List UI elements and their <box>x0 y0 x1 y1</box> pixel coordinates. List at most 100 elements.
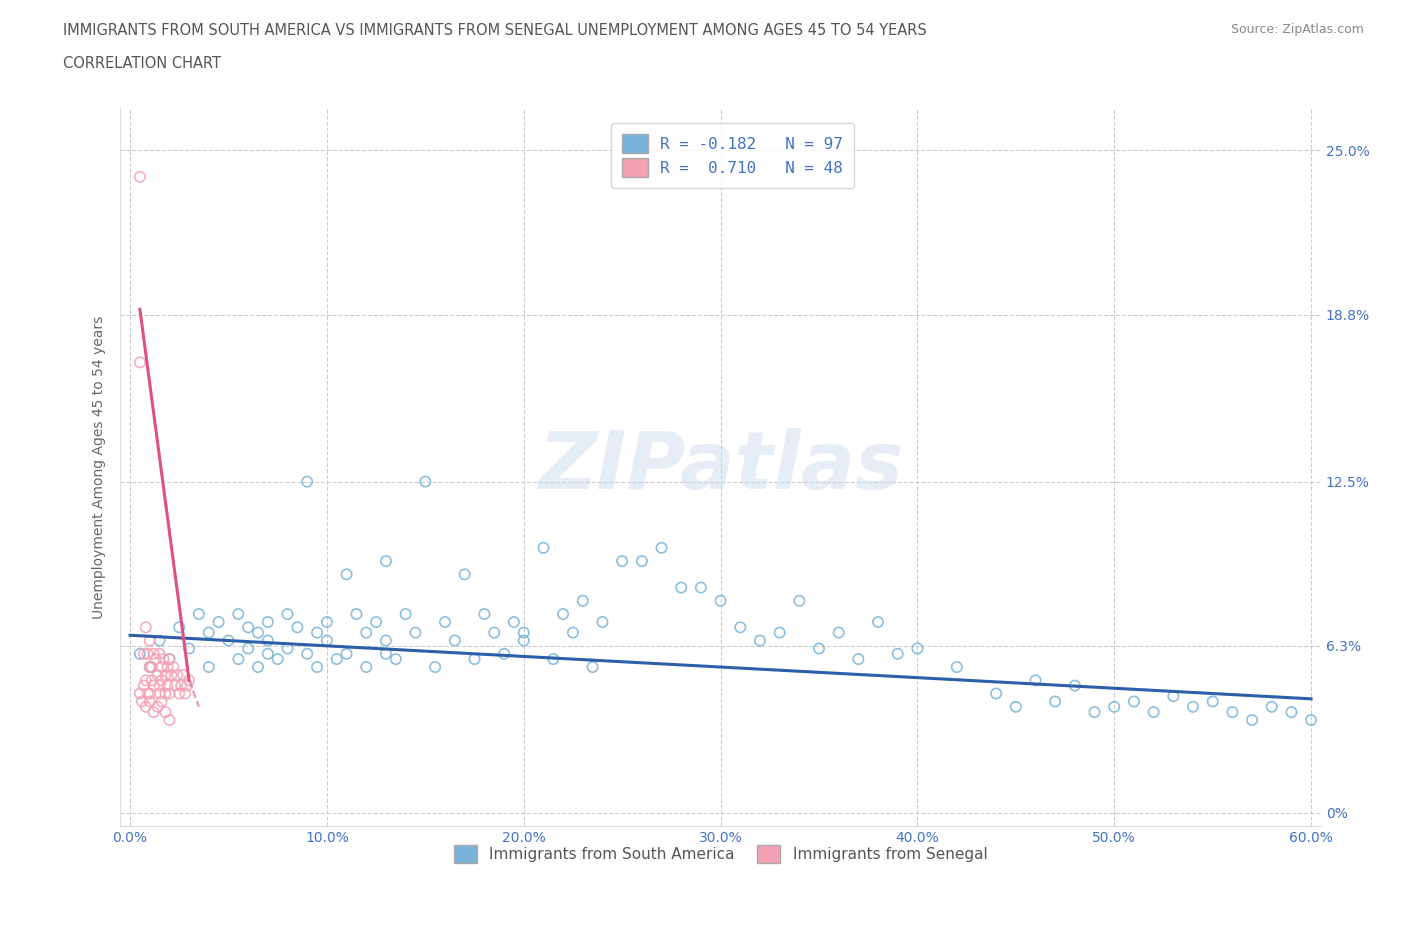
Point <box>650 540 672 555</box>
Point <box>482 625 505 640</box>
Point <box>131 694 153 709</box>
Point <box>156 678 179 693</box>
Point <box>139 659 162 674</box>
Point <box>787 593 810 608</box>
Point <box>142 646 165 661</box>
Point <box>492 646 515 661</box>
Point <box>159 652 181 667</box>
Point <box>474 606 496 621</box>
Point <box>257 615 280 630</box>
Point <box>247 625 270 640</box>
Point <box>155 668 177 683</box>
Point <box>188 606 211 621</box>
Point <box>146 668 169 683</box>
Point <box>287 620 309 635</box>
Point <box>150 694 173 709</box>
Point <box>277 606 299 621</box>
Point <box>630 553 652 568</box>
Point <box>571 593 593 608</box>
Point <box>425 659 447 674</box>
Point <box>149 678 172 693</box>
Point <box>1102 699 1125 714</box>
Point <box>198 659 221 674</box>
Point <box>316 615 339 630</box>
Point <box>464 652 486 667</box>
Point <box>150 659 173 674</box>
Point <box>375 553 398 568</box>
Point <box>159 652 181 667</box>
Point <box>198 625 221 640</box>
Point <box>375 646 398 661</box>
Point <box>1240 712 1263 727</box>
Point <box>541 652 564 667</box>
Point <box>307 659 329 674</box>
Point <box>502 615 524 630</box>
Text: ZIPatlas: ZIPatlas <box>538 428 903 506</box>
Point <box>139 659 162 674</box>
Point <box>152 652 174 667</box>
Point <box>267 652 290 667</box>
Point <box>866 615 889 630</box>
Point <box>444 633 467 648</box>
Point <box>135 620 157 635</box>
Point <box>146 699 169 714</box>
Point <box>136 646 159 661</box>
Point <box>155 686 177 701</box>
Point <box>139 686 162 701</box>
Point <box>1181 699 1204 714</box>
Point <box>1122 694 1144 709</box>
Point <box>141 659 163 674</box>
Point <box>1319 699 1341 714</box>
Point <box>846 652 869 667</box>
Point <box>297 474 319 489</box>
Point <box>405 625 427 640</box>
Point <box>610 553 633 568</box>
Point <box>169 686 191 701</box>
Point <box>1279 705 1302 720</box>
Point <box>257 633 280 648</box>
Point <box>807 641 830 656</box>
Text: IMMIGRANTS FROM SOUTH AMERICA VS IMMIGRANTS FROM SENEGAL UNEMPLOYMENT AMONG AGES: IMMIGRANTS FROM SOUTH AMERICA VS IMMIGRA… <box>63 23 927 38</box>
Point <box>366 615 388 630</box>
Point <box>129 646 152 661</box>
Point <box>454 567 477 582</box>
Point <box>1043 694 1066 709</box>
Point <box>375 633 398 648</box>
Point <box>172 668 194 683</box>
Point <box>512 633 534 648</box>
Point <box>129 355 152 370</box>
Point <box>346 606 368 621</box>
Point <box>356 659 378 674</box>
Point <box>129 686 152 701</box>
Point <box>689 580 711 595</box>
Point <box>1161 689 1184 704</box>
Point <box>591 615 613 630</box>
Point <box>581 659 603 674</box>
Point <box>1083 705 1105 720</box>
Point <box>728 620 751 635</box>
Y-axis label: Unemployment Among Ages 45 to 54 years: Unemployment Among Ages 45 to 54 years <box>93 315 107 618</box>
Point <box>139 694 162 709</box>
Point <box>149 646 172 661</box>
Point <box>1299 712 1322 727</box>
Point <box>415 474 437 489</box>
Point <box>160 668 183 683</box>
Point <box>709 593 731 608</box>
Point <box>385 652 408 667</box>
Point <box>827 625 849 640</box>
Point <box>208 615 231 630</box>
Point <box>531 540 554 555</box>
Point <box>395 606 418 621</box>
Point <box>669 580 692 595</box>
Point <box>156 659 179 674</box>
Text: CORRELATION CHART: CORRELATION CHART <box>63 56 221 71</box>
Point <box>142 678 165 693</box>
Point <box>434 615 457 630</box>
Point <box>561 625 583 640</box>
Point <box>141 672 163 687</box>
Point <box>356 625 378 640</box>
Point <box>135 672 157 687</box>
Point <box>945 659 967 674</box>
Point <box>174 686 197 701</box>
Point <box>150 672 173 687</box>
